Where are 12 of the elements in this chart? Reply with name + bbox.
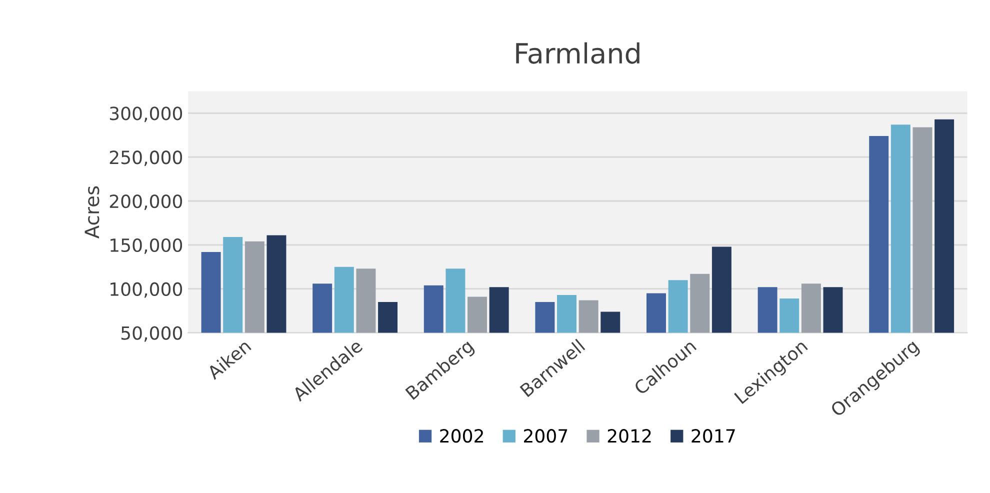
legend-label: 2012 — [608, 429, 651, 443]
chart-title: Farmland — [516, 42, 640, 64]
y-tick-label: 300,000 — [110, 106, 182, 122]
legend-label: 2002 — [440, 429, 483, 443]
y-tick-label: 150,000 — [110, 238, 182, 254]
y-tick-label: 100,000 — [110, 282, 182, 298]
legend-label: 2007 — [524, 429, 568, 443]
y-axis-title: Acres — [84, 186, 100, 238]
legend-label: 2017 — [692, 429, 735, 443]
y-tick-label: 200,000 — [110, 194, 182, 210]
y-tick-label: 50,000 — [121, 326, 182, 342]
y-tick-label: 250,000 — [110, 150, 182, 166]
